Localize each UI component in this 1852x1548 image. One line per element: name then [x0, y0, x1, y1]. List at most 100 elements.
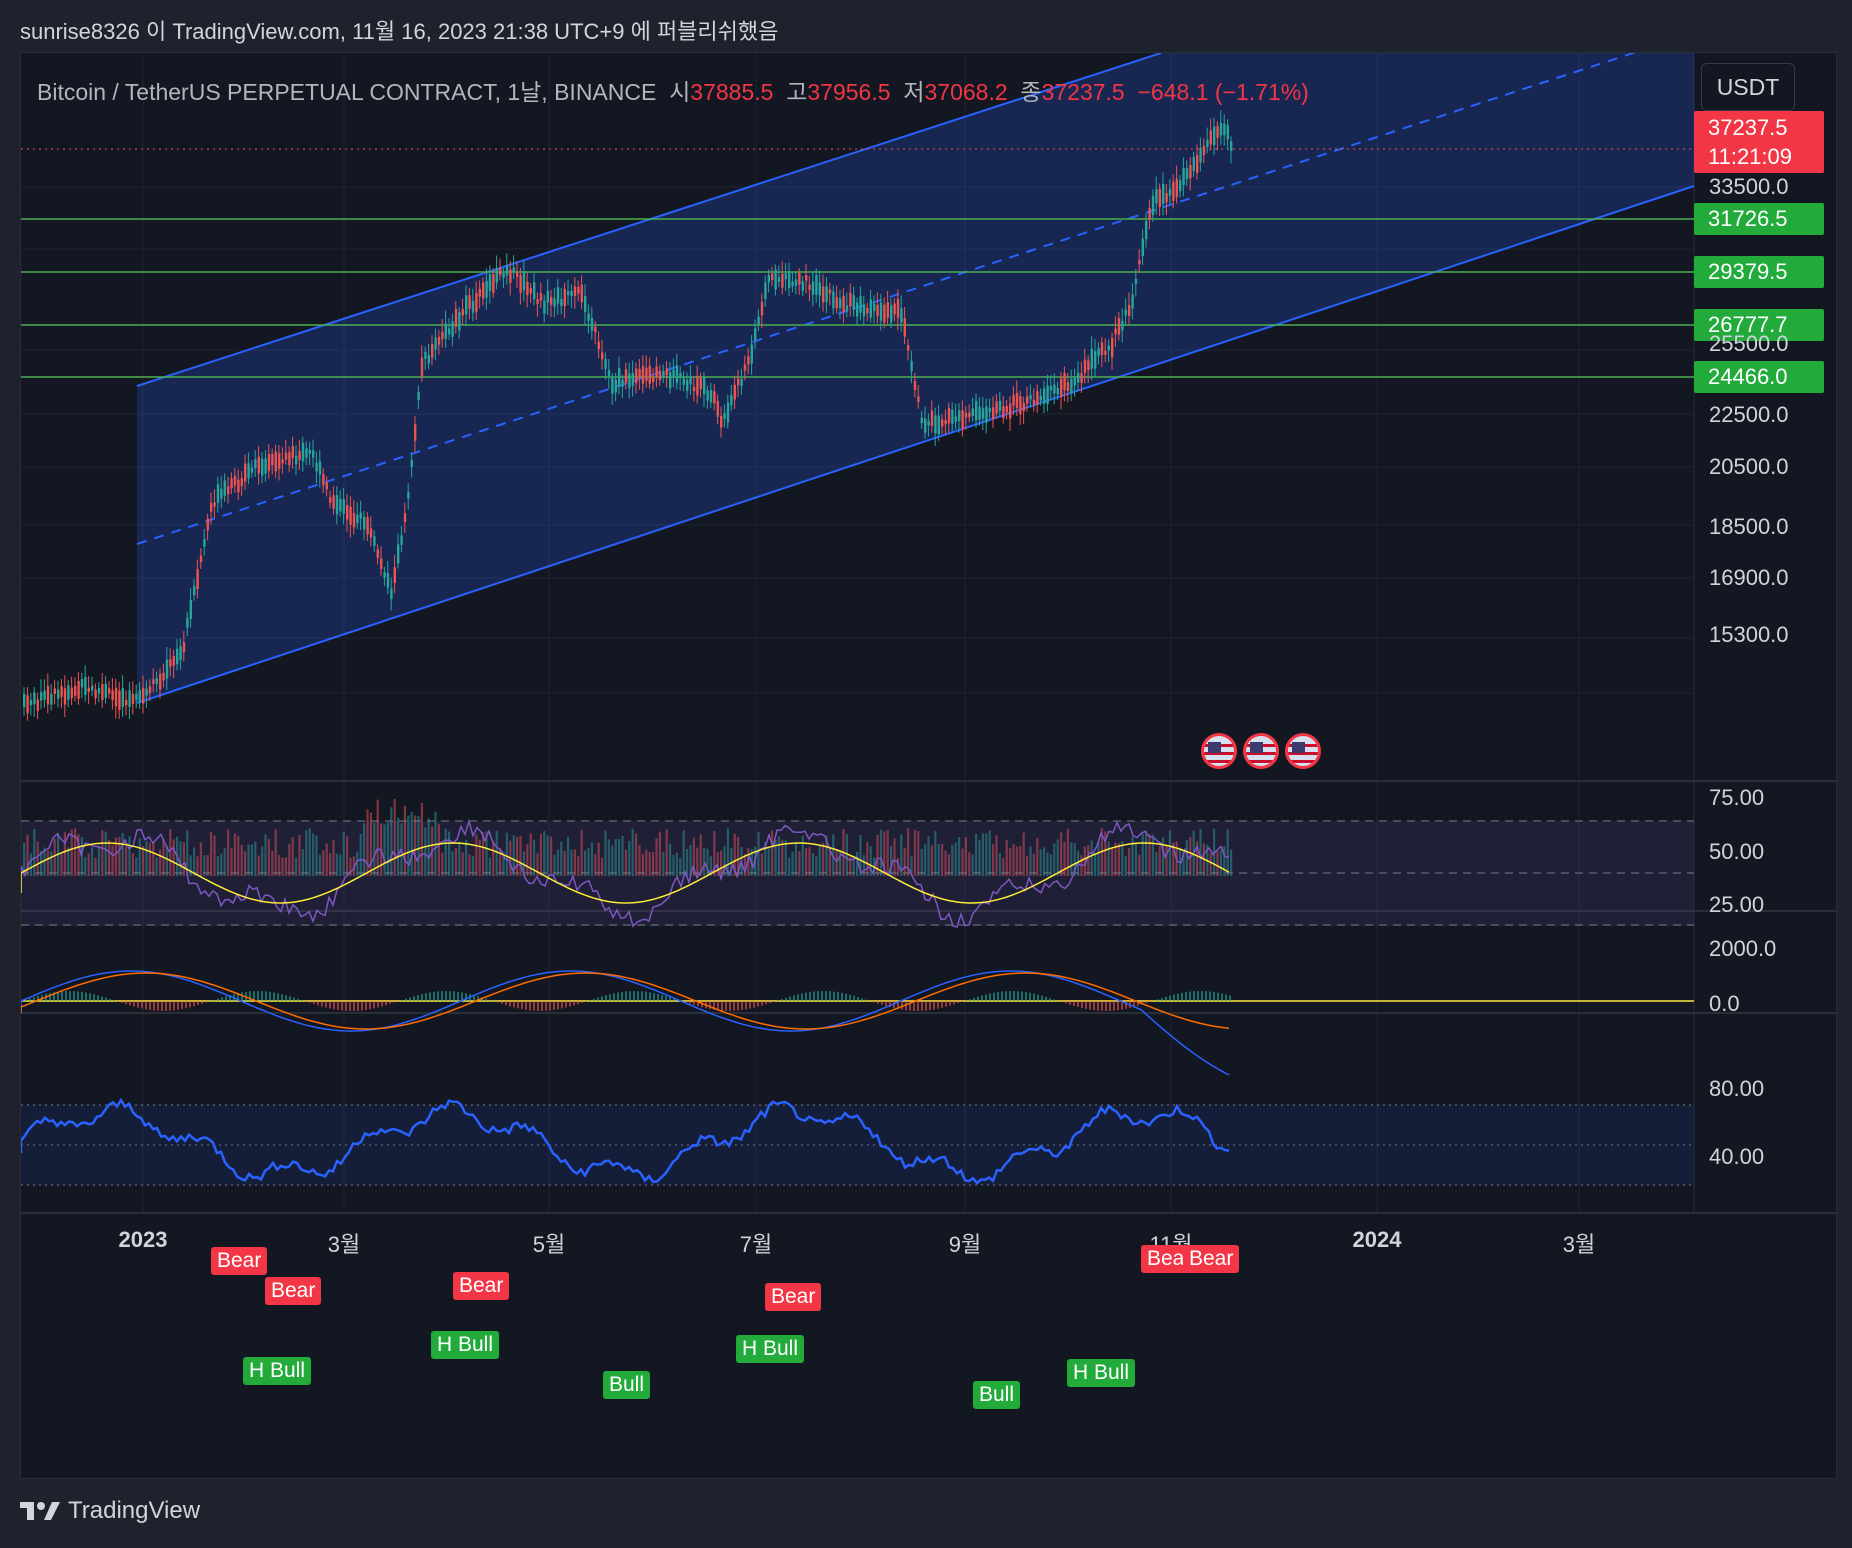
volume-bar — [437, 823, 440, 876]
macd-histogram-bar — [725, 1001, 727, 1011]
brand-name: TradingView — [68, 1497, 201, 1524]
candle-body — [448, 328, 451, 335]
currency-button[interactable]: USDT — [1701, 63, 1795, 111]
volume-bar — [1083, 846, 1086, 876]
us-flag-icon[interactable] — [1201, 733, 1237, 769]
macd-histogram-bar — [225, 996, 227, 1001]
macd-histogram-bar — [969, 999, 971, 1001]
macd-histogram-bar — [473, 995, 475, 1001]
macd-histogram-bar — [957, 1001, 959, 1004]
volume-bar — [879, 829, 882, 876]
candle-body — [686, 379, 689, 391]
volume-bar — [818, 845, 821, 876]
volume-bar — [1107, 841, 1110, 876]
volume-bar — [533, 840, 536, 876]
macd-histogram-bar — [1217, 992, 1219, 1001]
volume-bar — [992, 844, 995, 876]
macd-histogram-bar — [1121, 1001, 1123, 1010]
volume-bar — [53, 838, 56, 876]
macd-histogram-bar — [625, 991, 627, 1001]
volume-bar — [155, 857, 158, 876]
candle-body — [733, 384, 736, 400]
candle-body — [594, 326, 597, 333]
macd-histogram-bar — [517, 1001, 519, 1009]
volume-bar — [638, 845, 641, 876]
candle-body — [720, 415, 723, 428]
candle-body — [397, 544, 400, 564]
us-flag-icon[interactable] — [1285, 733, 1321, 769]
chart-canvas[interactable] — [21, 53, 1836, 1478]
rsi-band — [21, 821, 1694, 926]
macd-histogram-bar — [153, 1001, 155, 1011]
candle-body — [329, 497, 332, 503]
candle-body — [128, 690, 131, 707]
candle-body — [1168, 188, 1172, 196]
candle-body — [278, 453, 281, 469]
candle-body — [468, 295, 471, 309]
time-axis-label: 2023 — [118, 1227, 168, 1252]
chart-frame[interactable]: Bitcoin / TetherUS PERPETUAL CONTRACT, 1… — [20, 52, 1837, 1479]
low-value: 37068.2 — [924, 79, 1008, 105]
volume-bar — [852, 855, 855, 876]
candle-body — [281, 459, 284, 464]
volume-bar — [665, 829, 668, 876]
candle-body — [954, 416, 957, 422]
candle-body — [1029, 395, 1032, 400]
candle-body — [342, 499, 345, 514]
volume-bar — [216, 856, 219, 876]
candle-body — [726, 402, 730, 423]
volume-bar — [529, 833, 532, 876]
symbol-name[interactable]: Bitcoin / TetherUS PERPETUAL CONTRACT, 1… — [37, 79, 657, 105]
macd-histogram-bar — [141, 1001, 143, 1009]
candle-body — [206, 518, 209, 531]
macd-histogram-bar — [865, 999, 867, 1001]
macd-histogram-bar — [541, 1001, 543, 1011]
volume-bar — [1219, 850, 1222, 876]
candle-body — [1124, 309, 1127, 316]
symbol-legend[interactable]: Bitcoin / TetherUS PERPETUAL CONTRACT, 1… — [37, 73, 1309, 107]
candle-body — [176, 648, 179, 665]
candle-body — [380, 558, 383, 570]
candle-body — [458, 311, 461, 331]
tradingview-brand[interactable]: TradingView — [20, 1497, 200, 1525]
volume-bar — [97, 845, 100, 876]
macd-histogram-bar — [193, 1001, 195, 1007]
macd-histogram-bar — [805, 992, 807, 1001]
volume-bar — [254, 841, 257, 876]
volume-bar — [764, 842, 767, 876]
volume-bar — [1209, 853, 1212, 876]
us-flag-icon[interactable] — [1243, 733, 1279, 769]
macd-histogram-bar — [301, 1000, 303, 1001]
candle-body — [43, 690, 46, 700]
volume-bar — [264, 834, 267, 876]
candle-body — [709, 390, 713, 403]
macd-histogram-bar — [25, 999, 27, 1001]
candle-body — [417, 392, 420, 401]
volume-bar — [1097, 842, 1100, 876]
bull-divergence-label: Bull — [973, 1381, 1021, 1409]
volume-bar — [978, 840, 981, 876]
volume-bar — [339, 854, 342, 876]
volume-bar — [839, 850, 842, 876]
volume-bar — [318, 854, 321, 876]
volume-bar — [346, 836, 349, 876]
macd-histogram-bar — [1169, 995, 1171, 1001]
candle-body — [26, 695, 29, 714]
volume-bar — [206, 855, 209, 876]
volume-bar — [1111, 848, 1114, 876]
candle-body — [981, 408, 985, 419]
macd-histogram-bar — [757, 1001, 759, 1007]
candle-body — [335, 495, 339, 515]
candle-body — [288, 452, 291, 466]
candle-body — [488, 274, 492, 291]
volume-bar — [539, 833, 542, 876]
volume-bar — [373, 822, 376, 876]
candle-body — [1022, 403, 1025, 412]
candle-body — [740, 378, 743, 387]
bear-divergence-label: Bear — [211, 1247, 268, 1275]
volume-bar — [522, 851, 525, 876]
volume-bar — [730, 847, 733, 876]
candle-body — [407, 492, 410, 499]
macd-histogram-bar — [1085, 1001, 1087, 1009]
volume-bar — [172, 839, 175, 876]
